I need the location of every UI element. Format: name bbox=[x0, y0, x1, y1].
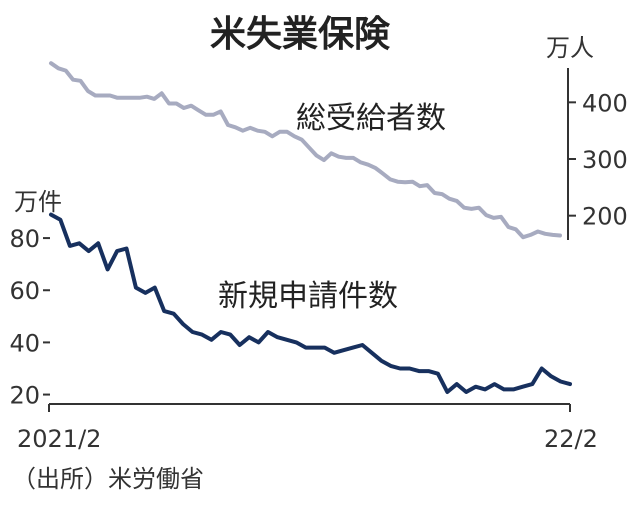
chart-title: 米失業保険 bbox=[210, 14, 391, 55]
left-axis-tick-label: 60 bbox=[9, 277, 40, 305]
left-axis-ticks: 80 60 40 20 bbox=[9, 225, 50, 410]
series-label-recipients: 総受給者数 bbox=[296, 101, 446, 136]
left-axis-tick-label: 40 bbox=[9, 329, 40, 357]
left-axis-tick-label: 80 bbox=[9, 225, 40, 253]
source-note: （出所）米労働省 bbox=[12, 465, 204, 493]
left-axis-tick-label: 20 bbox=[9, 382, 40, 410]
series-line-recipients bbox=[49, 61, 562, 240]
right-axis-unit: 万人 bbox=[546, 34, 594, 62]
right-axis-ticks: 400 300 200 bbox=[568, 89, 628, 231]
right-axis-tick-label: 400 bbox=[582, 89, 628, 117]
series-line-new-claims bbox=[49, 212, 572, 394]
x-label-start: 2021/2 bbox=[17, 425, 101, 453]
left-axis-unit: 万件 bbox=[14, 188, 62, 216]
right-axis-tick-label: 200 bbox=[582, 203, 628, 231]
right-axis-tick-label: 300 bbox=[582, 146, 628, 174]
x-label-end: 22/2 bbox=[544, 425, 598, 453]
series-label-new-claims: 新規申請件数 bbox=[218, 279, 398, 314]
